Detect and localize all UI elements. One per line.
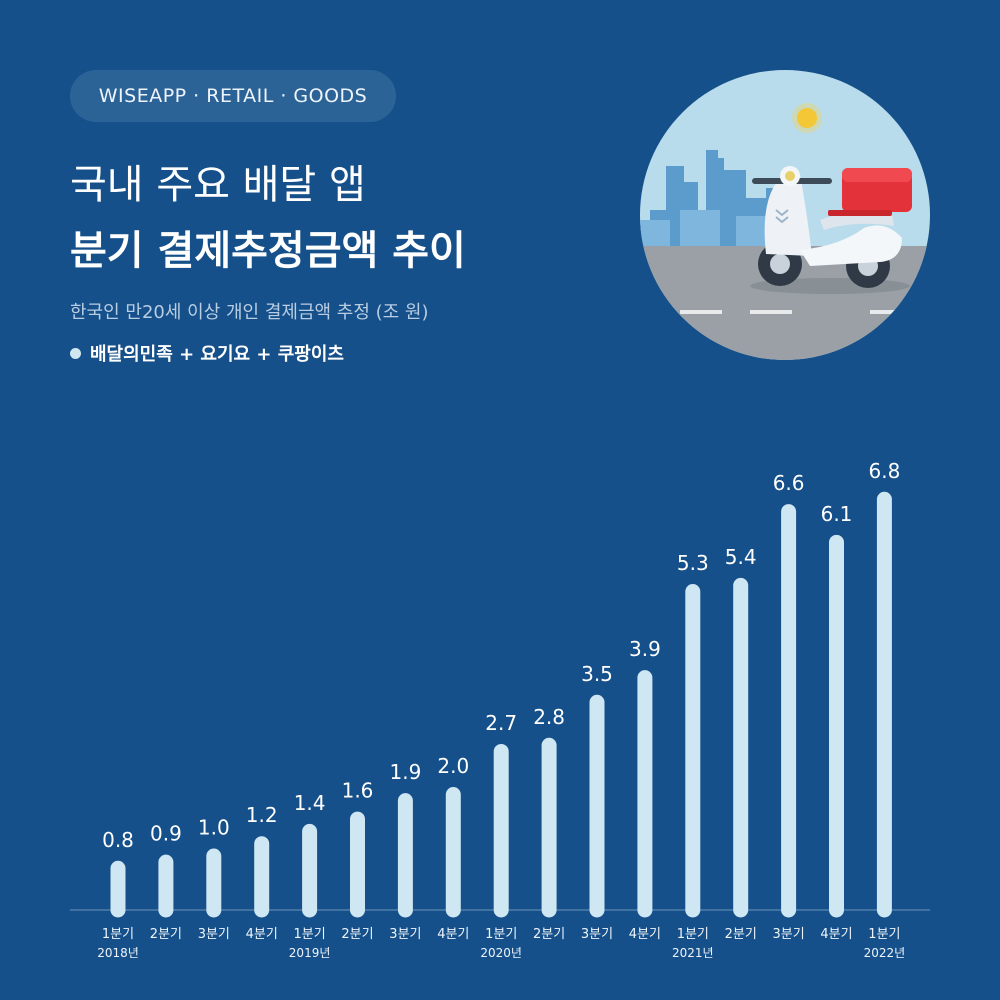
x-tick-label: 1분기 bbox=[868, 927, 900, 942]
bar-15 bbox=[829, 534, 844, 918]
x-tick-label: 1분기 bbox=[102, 927, 134, 942]
bar-value-label: 5.3 bbox=[677, 551, 709, 575]
bar-value-label: 0.8 bbox=[102, 828, 134, 852]
x-tick-label: 2분기 bbox=[725, 927, 757, 942]
x-tick-label: 1분기 bbox=[677, 927, 709, 942]
bar-value-label: 2.0 bbox=[437, 754, 469, 778]
x-year-label: 2020년 bbox=[480, 946, 522, 960]
x-year-label: 2021년 bbox=[672, 946, 714, 960]
x-tick-label: 2분기 bbox=[341, 927, 373, 942]
bar-value-label: 6.8 bbox=[868, 459, 900, 483]
bar-value-label: 3.5 bbox=[581, 662, 613, 686]
x-tick-label: 3분기 bbox=[389, 927, 421, 942]
bar-value-label: 2.7 bbox=[485, 711, 517, 735]
bar-13 bbox=[733, 577, 749, 918]
x-tick-label: 3분기 bbox=[198, 927, 230, 942]
x-tick-label: 2분기 bbox=[533, 927, 565, 942]
brand-label: WISEAPP · RETAIL · GOODS bbox=[98, 85, 368, 107]
bar-10 bbox=[589, 694, 605, 918]
x-year-label: 2022년 bbox=[864, 946, 906, 960]
legend-dot-icon bbox=[70, 347, 81, 359]
bar-1 bbox=[158, 854, 174, 918]
bar-4 bbox=[302, 823, 318, 918]
bar-0 bbox=[110, 860, 126, 918]
x-tick-label: 4분기 bbox=[629, 927, 661, 942]
bar-5 bbox=[350, 811, 365, 918]
x-tick-label: 1분기 bbox=[293, 927, 325, 942]
bar-value-label: 1.4 bbox=[294, 791, 326, 815]
x-tick-label: 4분기 bbox=[820, 927, 852, 942]
x-tick-label: 1분기 bbox=[485, 927, 517, 942]
delivery-scooter-icon bbox=[640, 70, 930, 360]
bar-value-label: 1.9 bbox=[389, 760, 421, 784]
bar-14 bbox=[781, 504, 797, 918]
x-tick-label: 4분기 bbox=[437, 927, 469, 942]
bar-2 bbox=[206, 848, 222, 918]
x-tick-label: 3분기 bbox=[772, 927, 804, 942]
bar-value-label: 1.6 bbox=[342, 779, 374, 803]
bar-value-label: 6.1 bbox=[821, 502, 853, 526]
bar-6 bbox=[397, 793, 413, 918]
bar-12 bbox=[685, 584, 701, 918]
bar-value-label: 1.2 bbox=[246, 803, 278, 827]
page-title-line2: 분기 결제추정금액 추이 bbox=[70, 228, 466, 274]
bar-value-label: 0.9 bbox=[150, 822, 182, 846]
chart-subtitle: 한국인 만20세 이상 개인 결제금액 추정 (조 원) bbox=[70, 302, 429, 323]
bar-8 bbox=[493, 743, 509, 918]
bar-11 bbox=[637, 670, 653, 918]
chart-legend: 배달의민족 + 요기요 + 쿠팡이츠 bbox=[70, 340, 344, 366]
bar-value-label: 2.8 bbox=[533, 705, 565, 729]
x-year-label: 2018년 bbox=[97, 946, 139, 960]
bar-value-label: 5.4 bbox=[725, 545, 757, 569]
bar-16 bbox=[876, 491, 892, 918]
x-year-label: 2019년 bbox=[289, 946, 331, 960]
bar-value-label: 3.9 bbox=[629, 637, 661, 661]
page-title-line1: 국내 주요 배달 앱 bbox=[70, 162, 366, 208]
bar-3 bbox=[254, 836, 270, 918]
brand-pill: WISEAPP · RETAIL · GOODS bbox=[70, 70, 396, 122]
bar-value-label: 1.0 bbox=[198, 816, 230, 840]
x-tick-label: 2분기 bbox=[150, 927, 182, 942]
x-tick-label: 4분기 bbox=[246, 927, 278, 942]
bar-value-label: 6.6 bbox=[773, 471, 805, 495]
bar-7 bbox=[445, 787, 461, 918]
bar-9 bbox=[541, 737, 557, 918]
legend-label: 배달의민족 + 요기요 + 쿠팡이츠 bbox=[90, 344, 344, 365]
x-tick-label: 3분기 bbox=[581, 927, 613, 942]
